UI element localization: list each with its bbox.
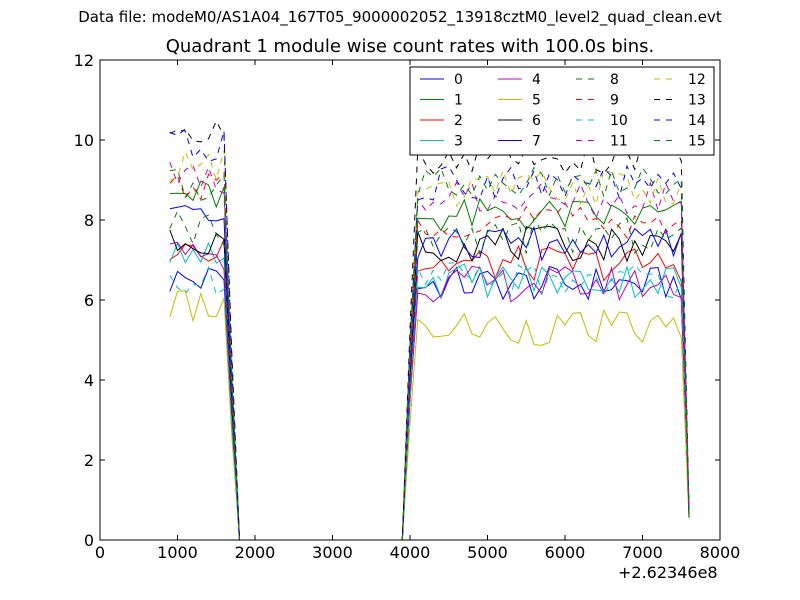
legend-label-6: 6 [532,113,541,129]
x-tick-label: 2000 [235,543,276,562]
legend-label-2: 2 [454,113,463,129]
y-tick-label: 8 [84,211,94,230]
legend-label-13: 13 [688,93,706,109]
series-line-7 [169,205,690,540]
series-line-1 [169,180,690,540]
series-line-2 [169,239,690,540]
x-tick-label: 6000 [545,543,586,562]
legend-label-0: 0 [454,72,463,88]
x-tick-label: 7000 [622,543,663,562]
x-tick-label: 8000 [700,543,741,562]
x-tick-label: 3000 [312,543,353,562]
series-line-0 [169,265,690,540]
legend-label-1: 1 [454,93,463,109]
legend-label-11: 11 [610,134,628,150]
legend-label-5: 5 [532,93,541,109]
series-group [169,119,690,540]
legend-label-9: 9 [610,93,619,109]
y-tick-label: 6 [84,291,94,310]
series-line-3 [169,241,690,540]
x-offset-label: +2.62346e8 [618,563,718,582]
y-tick-label: 12 [74,51,94,70]
chart-title: Quadrant 1 module wise count rates with … [165,36,655,57]
series-line-12 [169,150,690,540]
legend-box [409,66,715,156]
y-tick-label: 2 [84,451,94,470]
legend-label-12: 12 [688,72,706,88]
series-line-9 [169,171,690,540]
legend-label-10: 10 [610,113,628,129]
series-line-5 [169,290,690,540]
y-tick-label: 0 [84,531,94,550]
x-tick-label: 0 [95,543,105,562]
series-line-8 [169,210,690,540]
series-line-14 [169,129,690,540]
legend-label-7: 7 [532,134,541,150]
series-line-15 [169,166,690,540]
series-line-6 [169,225,690,540]
chart-suptitle: Data file: modeM0/AS1A04_167T05_90000020… [78,8,722,26]
series-line-10 [169,262,690,540]
y-tick-label: 10 [74,131,94,150]
legend-label-8: 8 [610,72,619,88]
legend-label-14: 14 [688,113,706,129]
y-tick-label: 4 [84,371,94,390]
x-tick-label: 1000 [157,543,198,562]
legend-label-15: 15 [688,134,706,150]
series-line-13 [169,119,690,540]
legend-label-4: 4 [532,72,541,88]
series-line-11 [169,162,690,540]
legend-label-3: 3 [454,134,463,150]
x-tick-label: 4000 [390,543,431,562]
series-line-4 [169,241,690,540]
x-tick-label: 5000 [467,543,508,562]
